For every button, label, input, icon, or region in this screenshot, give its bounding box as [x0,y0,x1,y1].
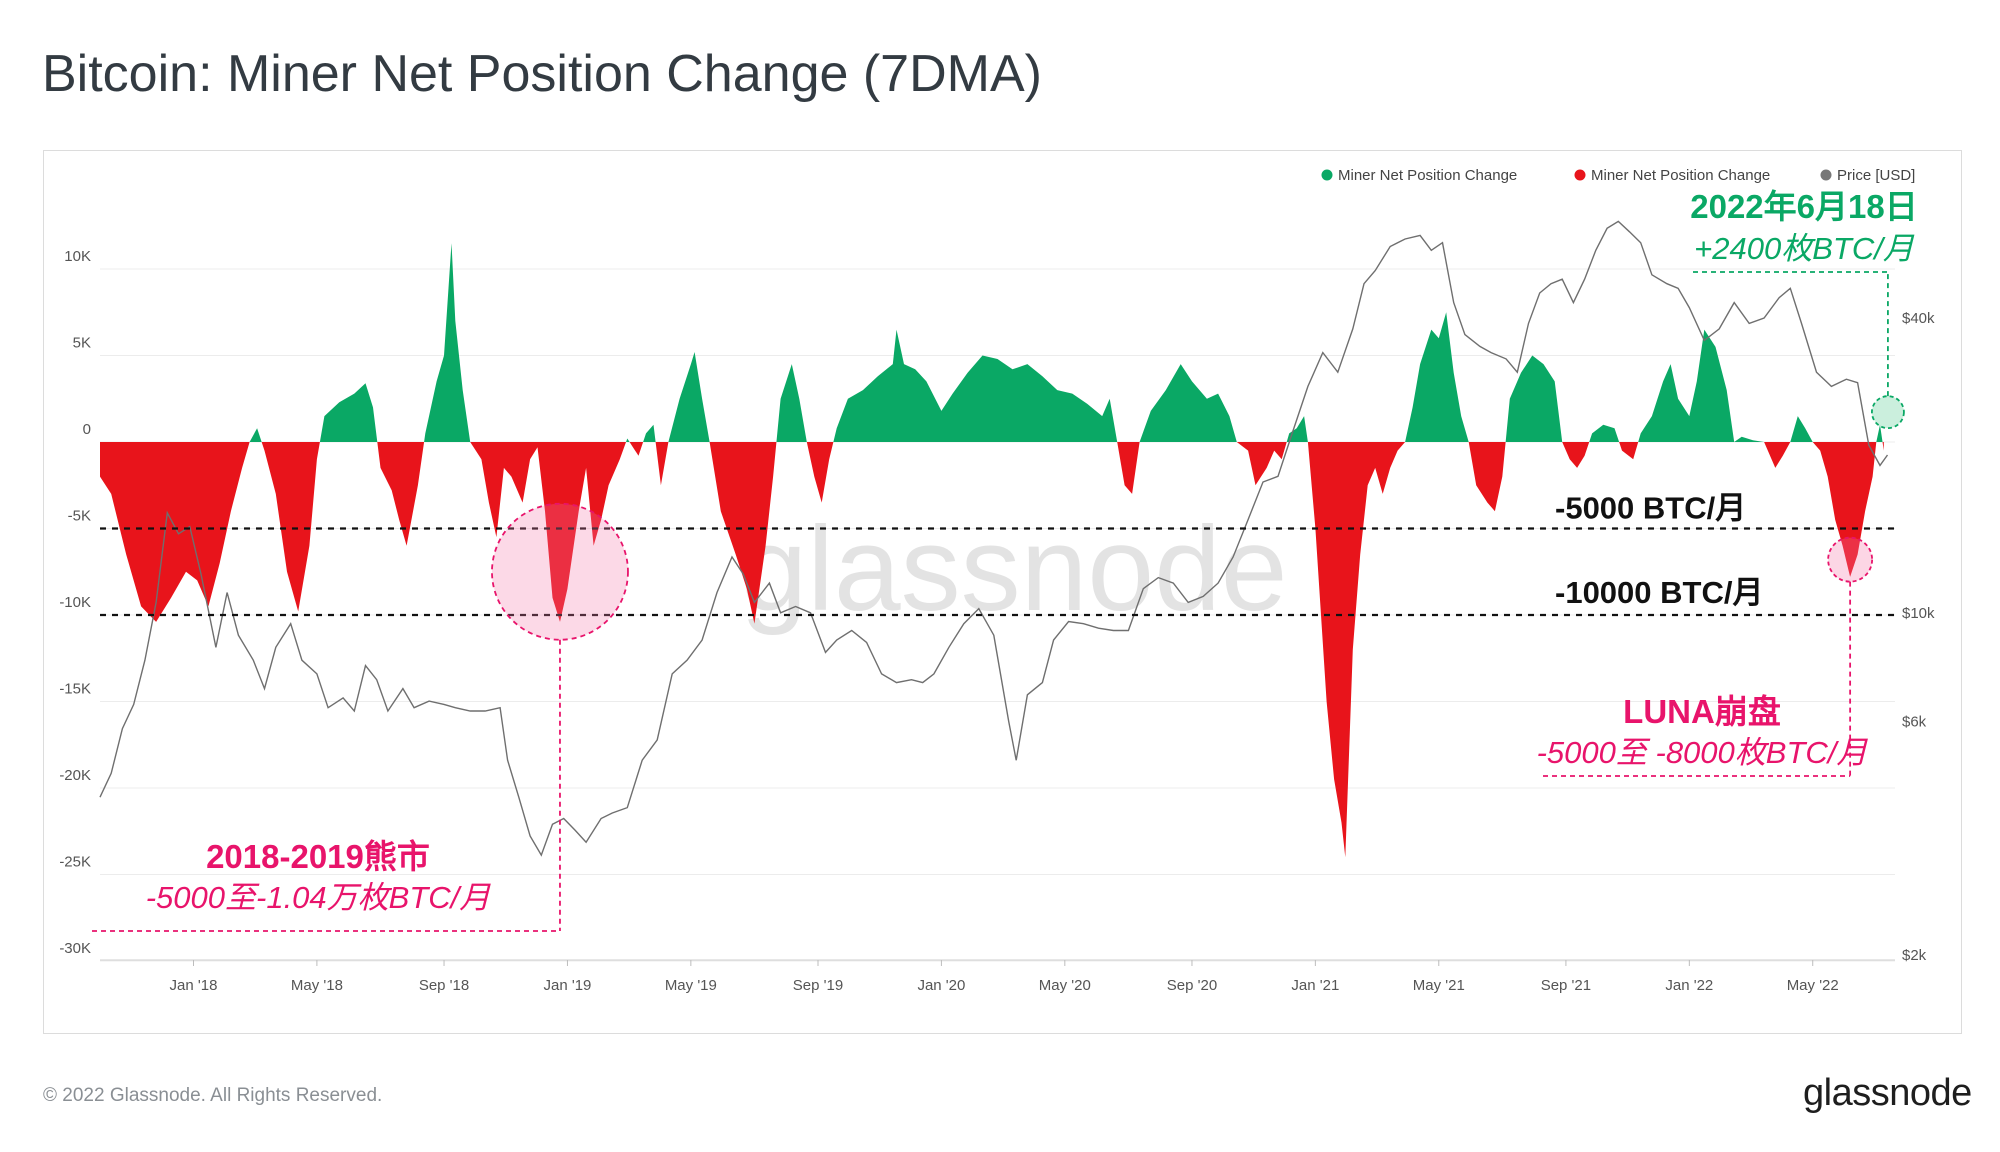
right-y-axis: $40k $10k $6k $2k [1902,310,1935,964]
x-tick-label: May '19 [665,977,717,994]
y-tick-label: 10K [64,248,91,265]
june18-detail: +2400枚BTC/月 [1694,231,1915,266]
bear-market-highlight-circle [491,502,629,641]
annotations: 2018-2019熊市 -5000至-1.04万枚BTC/月 LUNA崩盘 -5000… [92,188,1918,932]
y-tick-label: -25K [59,854,91,871]
legend-label: Miner Net Position Change [1338,167,1517,184]
legend-marker [1574,169,1586,181]
y-right-tick-label: $2k [1902,947,1927,964]
watermark: glassnode [740,502,1287,636]
legend-label: Miner Net Position Change [1591,167,1770,184]
luna-detail: -5000至 -8000枚BTC/月 [1537,735,1869,770]
y-tick-label: 5K [73,335,91,352]
y-tick-label: -30K [59,940,91,957]
x-tick-label: May '21 [1413,977,1465,994]
luna-highlight-circle [1827,536,1874,583]
net-position-positive-area [100,243,1884,442]
y-tick-label: -15K [59,681,91,698]
y-right-tick-label: $40k [1902,310,1935,327]
x-tick-label: Sep '20 [1167,977,1217,994]
y-tick-label: 0 [83,421,91,438]
y-right-tick-label: $10k [1902,605,1935,622]
june18-title: 2022年6月18日 [1690,188,1917,225]
y-right-tick-label: $6k [1902,713,1927,730]
x-tick-label: May '22 [1787,977,1839,994]
page-title: Bitcoin: Miner Net Position Change (7DMA… [42,45,1042,103]
legend-marker [1820,169,1832,181]
copyright-text: © 2022 Glassnode. All Rights Reserved. [43,1085,383,1106]
y-tick-label: -5K [68,508,91,525]
x-tick-label: May '18 [291,977,343,994]
reference-line-label: -10000 BTC/月 [1555,575,1763,610]
bear-market-detail: -5000至-1.04万枚BTC/月 [146,880,492,915]
reference-line-label: -5000 BTC/月 [1555,491,1746,526]
x-tick-label: Sep '18 [419,977,469,994]
legend-marker [1321,169,1333,181]
bear-market-title: 2018-2019熊市 [206,838,430,875]
x-axis: Jan '18 May '18 Sep '18 Jan '19 May '19 Sep '… [100,959,1895,994]
net-position-negative-area [100,442,1884,858]
luna-title: LUNA崩盘 [1623,693,1781,730]
y-tick-label: -10K [59,594,91,611]
x-tick-label: Sep '21 [1541,977,1591,994]
june18-highlight-circle [1871,395,1905,430]
left-y-axis: 10K 5K 0 -5K -10K -15K -20K -25K -30K [59,248,91,957]
reference-lines: -5000 BTC/月 -10000 BTC/月 [100,491,1895,617]
legend: Miner Net Position Change Miner Net Posit… [1321,167,1915,184]
brand-logo: glassnode [1803,1072,1972,1114]
x-tick-label: Sep '19 [793,977,843,994]
x-tick-label: Jan '22 [1665,977,1713,994]
legend-label: Price [USD] [1837,167,1915,184]
net-position-areas [100,243,1884,858]
price-line [99,220,1889,857]
x-tick-label: Jan '19 [543,977,591,994]
x-tick-label: Jan '20 [917,977,965,994]
x-tick-label: May '20 [1039,977,1091,994]
gridlines [100,268,1895,962]
y-tick-label: -20K [59,767,91,784]
x-tick-label: Jan '21 [1291,977,1339,994]
chart-frame [43,150,1962,1034]
x-tick-label: Jan '18 [170,977,218,994]
